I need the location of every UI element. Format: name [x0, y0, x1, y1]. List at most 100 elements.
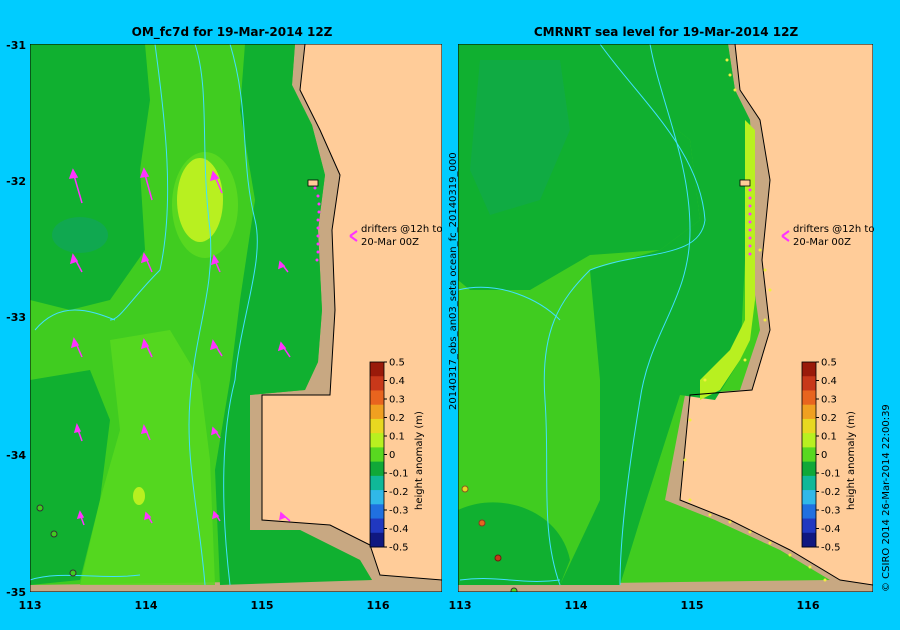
obs-marker [69, 569, 77, 577]
lat-tick-label: -32 [6, 175, 26, 188]
isobath-contour [188, 44, 212, 586]
annotation-arrow-icon [781, 230, 790, 242]
southwest-anomaly-low [30, 370, 110, 585]
lat-tick-label: -31 [6, 39, 26, 52]
colorbar-swatch [370, 461, 384, 477]
lon-axis-left: 113 114 115 116 [19, 599, 390, 612]
colorbar-tick-label: 0 [389, 450, 395, 461]
obs-marker [494, 554, 502, 562]
left-annotation: drifters @12h to 20-Mar 00Z [349, 224, 442, 248]
colorbar-swatch [370, 490, 384, 505]
southwest-anomaly-low [458, 502, 570, 585]
drifter-arrows [68, 167, 291, 526]
south-anomaly-high [80, 330, 215, 585]
obs-marker [478, 519, 486, 527]
colorbar-swatch [802, 518, 816, 534]
colorbar-tick-label: 0.5 [821, 358, 837, 369]
colorbar-swatch [802, 390, 816, 406]
lat-tick-label: -34 [6, 449, 26, 462]
island [307, 179, 319, 187]
lon-tick-label: 114 [565, 599, 588, 612]
isobath-contour [458, 286, 561, 582]
colorbar-swatch [370, 362, 384, 377]
shelf-anomaly-high [700, 120, 755, 400]
altimetry-dots [683, 58, 827, 582]
coastline [679, 44, 873, 586]
annotation-line1: drifters @12h to [361, 224, 442, 235]
colorbar-tick-label: 0.4 [389, 376, 405, 387]
left-map-title: OM_fc7d for 19-Mar-2014 12Z [132, 25, 333, 40]
west-anomaly-core [52, 217, 108, 253]
lat-tick-label: -33 [6, 311, 26, 324]
colorbar-swatch [802, 433, 816, 448]
colorbar-tick-label: -0.4 [389, 524, 409, 535]
right-map-title: CMRNRT sea level for 19-Mar-2014 12Z [534, 25, 799, 39]
colorbar-tick-label: -0.5 [821, 543, 841, 554]
isobath-contour [30, 309, 141, 581]
right-annotation: drifters @12h to 20-Mar 00Z [781, 224, 874, 248]
colorbar-tick-label: -0.3 [821, 506, 841, 517]
colorbar-swatch [370, 376, 384, 391]
right-colorbar: 0.5 0.4 0.3 0.2 0.1 0 -0.1 -0.2 -0.3 -0.4 -0.5 heig… [801, 358, 857, 554]
obs-marker [50, 530, 58, 538]
colorbar-tick-label: 0.2 [389, 413, 405, 424]
colorbar-tick-label: -0.1 [821, 469, 841, 480]
colorbar-swatch [802, 475, 816, 491]
colorbar-tick-label: 0.3 [389, 395, 405, 406]
colorbar-tick-label: 0.3 [821, 395, 837, 406]
island [739, 179, 751, 187]
colorbar-swatch [802, 418, 816, 434]
colorbar-swatch [370, 518, 384, 534]
colorbar-swatch [370, 504, 384, 520]
obs-marker [36, 504, 44, 512]
lon-tick-label: 113 [19, 599, 42, 612]
colorbar-tick-label: -0.5 [389, 543, 409, 554]
colorbar-tick-label: 0.5 [389, 358, 405, 369]
left-colorbar: 0.5 0.4 0.3 0.2 0.1 0 -0.1 -0.2 -0.3 -0.4 -0.5 heig… [369, 358, 425, 554]
isobath-contour [543, 44, 706, 586]
colorbar-swatch [802, 532, 816, 548]
colorbar-tick-label: 0.4 [821, 376, 837, 387]
small-eddy [133, 487, 145, 505]
colorbar-swatch [802, 461, 816, 477]
colorbar-swatch [370, 390, 384, 406]
lon-axis-right: 113 114 115 116 [449, 599, 820, 612]
colorbar-swatch [370, 532, 384, 548]
colorbar-swatch [370, 433, 384, 448]
colorbar-label: height anomaly (m) [846, 411, 857, 510]
colorbar-tick-label: 0.2 [821, 413, 837, 424]
colorbar-tick-label: -0.2 [821, 487, 841, 498]
annotation-line2: 20-Mar 00Z [793, 237, 851, 248]
colorbar-swatch [370, 475, 384, 491]
lat-tick-label: -35 [6, 586, 26, 599]
annotation-line2: 20-Mar 00Z [361, 237, 419, 248]
lon-tick-label: 116 [797, 599, 820, 612]
colorbar-swatch [370, 404, 384, 420]
colorbar-tick-label: -0.4 [821, 524, 841, 535]
north-anomaly-core [470, 60, 570, 215]
isobath-contour [223, 44, 258, 586]
colorbar-swatch [802, 362, 816, 377]
annotation-arrow-icon [349, 230, 358, 242]
nearshore-band [560, 44, 750, 585]
lon-tick-label: 115 [681, 599, 704, 612]
annotation-line1: drifters @12h to [793, 224, 874, 235]
colorbar-swatch [370, 447, 384, 463]
lon-tick-label: 113 [449, 599, 472, 612]
colorbar-tick-label: 0.1 [389, 432, 405, 443]
left-map [30, 44, 442, 592]
lon-tick-label: 115 [251, 599, 274, 612]
nearshore-band [215, 44, 372, 585]
run-id-label: 20140317_obs_an03_seta ocean_fc_20140319… [448, 152, 459, 410]
colorbar-tick-label: 0 [821, 450, 827, 461]
obs-marker [510, 587, 518, 592]
obs-marker [461, 485, 469, 493]
colorbar-swatch [802, 404, 816, 420]
colorbar-swatch [802, 376, 816, 391]
isobath-contour [619, 44, 691, 586]
colorbar-swatch [802, 504, 816, 520]
drifter-trail [313, 186, 321, 262]
colorbar-tick-label: 0.1 [821, 432, 837, 443]
colorbar-label: height anomaly (m) [414, 411, 425, 510]
credit-label: © CSIRO 2014 26-Mar-2014 22:00:39 [881, 404, 892, 592]
